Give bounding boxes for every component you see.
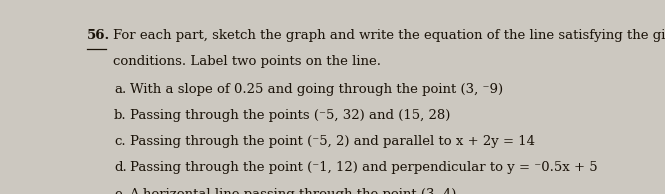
Text: d.: d. (114, 161, 127, 174)
Text: b.: b. (114, 109, 126, 122)
Text: For each part, sketch the graph and write the equation of the line satisfying th: For each part, sketch the graph and writ… (113, 29, 665, 42)
Text: c.: c. (114, 135, 126, 148)
Text: Passing through the points (⁻5, 32) and (15, 28): Passing through the points (⁻5, 32) and … (130, 109, 450, 122)
Text: A horizontal line passing through the point (3, 4): A horizontal line passing through the po… (130, 188, 457, 194)
Text: a.: a. (114, 83, 126, 96)
Text: 56.: 56. (87, 29, 110, 42)
Text: e.: e. (114, 188, 126, 194)
Text: conditions. Label two points on the line.: conditions. Label two points on the line… (113, 55, 381, 68)
Text: Passing through the point (⁻1, 12) and perpendicular to y = ⁻0.5x + 5: Passing through the point (⁻1, 12) and p… (130, 161, 597, 174)
Text: Passing through the point (⁻5, 2) and parallel to x + 2y = 14: Passing through the point (⁻5, 2) and pa… (130, 135, 535, 148)
Text: With a slope of 0.25 and going through the point (3, ⁻9): With a slope of 0.25 and going through t… (130, 83, 503, 96)
